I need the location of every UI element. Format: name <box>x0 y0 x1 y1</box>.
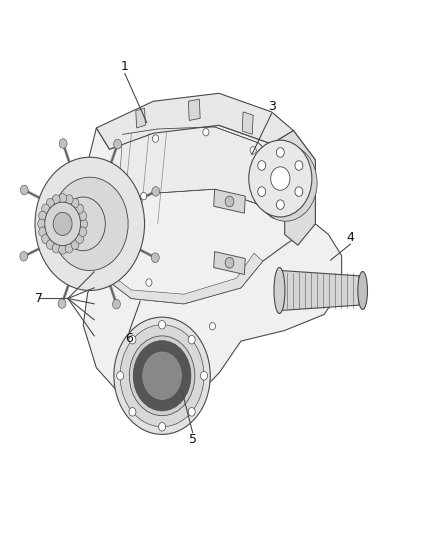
Circle shape <box>20 185 28 195</box>
Polygon shape <box>136 108 145 128</box>
Polygon shape <box>242 112 253 134</box>
Circle shape <box>276 200 284 209</box>
Circle shape <box>159 320 166 329</box>
Circle shape <box>45 202 81 246</box>
Circle shape <box>188 335 195 344</box>
Text: 1: 1 <box>121 60 129 73</box>
Text: 7: 7 <box>35 292 43 305</box>
Circle shape <box>39 227 46 237</box>
Circle shape <box>42 234 49 244</box>
Circle shape <box>295 187 303 196</box>
Circle shape <box>51 177 128 271</box>
Circle shape <box>295 161 303 171</box>
Polygon shape <box>96 93 293 149</box>
Circle shape <box>225 196 234 207</box>
Circle shape <box>80 219 88 229</box>
Circle shape <box>113 139 121 149</box>
Circle shape <box>65 195 73 204</box>
Polygon shape <box>83 224 342 410</box>
Circle shape <box>225 257 234 268</box>
Circle shape <box>52 244 60 253</box>
Circle shape <box>39 211 46 221</box>
Circle shape <box>38 219 46 229</box>
Circle shape <box>61 197 105 251</box>
Polygon shape <box>118 127 276 219</box>
Polygon shape <box>96 253 263 304</box>
Circle shape <box>258 187 266 196</box>
Circle shape <box>201 372 208 380</box>
Circle shape <box>79 211 87 221</box>
Polygon shape <box>79 125 315 304</box>
Circle shape <box>129 408 136 416</box>
Polygon shape <box>280 271 359 310</box>
Polygon shape <box>214 252 245 274</box>
Circle shape <box>71 240 79 249</box>
Circle shape <box>46 240 54 249</box>
Circle shape <box>250 147 256 154</box>
Circle shape <box>46 198 54 208</box>
Circle shape <box>71 198 79 208</box>
Circle shape <box>35 157 145 290</box>
Circle shape <box>120 325 204 427</box>
Circle shape <box>159 423 166 431</box>
Polygon shape <box>188 99 200 120</box>
Circle shape <box>65 244 73 253</box>
Circle shape <box>254 144 317 221</box>
Circle shape <box>152 135 159 142</box>
Circle shape <box>141 192 147 200</box>
Circle shape <box>145 356 179 397</box>
Circle shape <box>152 253 159 262</box>
Circle shape <box>146 279 152 286</box>
Circle shape <box>142 351 182 400</box>
Ellipse shape <box>274 268 285 313</box>
Circle shape <box>258 161 266 171</box>
Circle shape <box>53 212 72 236</box>
Text: 6: 6 <box>125 332 133 345</box>
Circle shape <box>271 167 290 190</box>
Circle shape <box>249 140 312 217</box>
Circle shape <box>209 322 215 330</box>
Circle shape <box>117 372 124 380</box>
Circle shape <box>52 195 60 204</box>
Polygon shape <box>214 189 245 213</box>
Circle shape <box>129 336 195 416</box>
Circle shape <box>203 128 209 136</box>
Circle shape <box>188 408 195 416</box>
Circle shape <box>59 245 67 254</box>
Circle shape <box>133 341 191 411</box>
Circle shape <box>59 193 67 203</box>
Circle shape <box>76 204 84 214</box>
Text: 4: 4 <box>346 231 354 244</box>
Text: 3: 3 <box>268 100 276 113</box>
Circle shape <box>276 148 284 157</box>
Circle shape <box>58 299 66 309</box>
Circle shape <box>42 204 49 214</box>
Circle shape <box>113 300 120 309</box>
Text: 5: 5 <box>189 433 197 446</box>
Circle shape <box>79 227 87 237</box>
Circle shape <box>152 187 160 196</box>
Circle shape <box>114 317 210 434</box>
Circle shape <box>59 139 67 148</box>
Circle shape <box>76 234 84 244</box>
Circle shape <box>20 252 28 261</box>
Polygon shape <box>272 131 315 245</box>
Ellipse shape <box>358 271 367 310</box>
Circle shape <box>129 335 136 344</box>
